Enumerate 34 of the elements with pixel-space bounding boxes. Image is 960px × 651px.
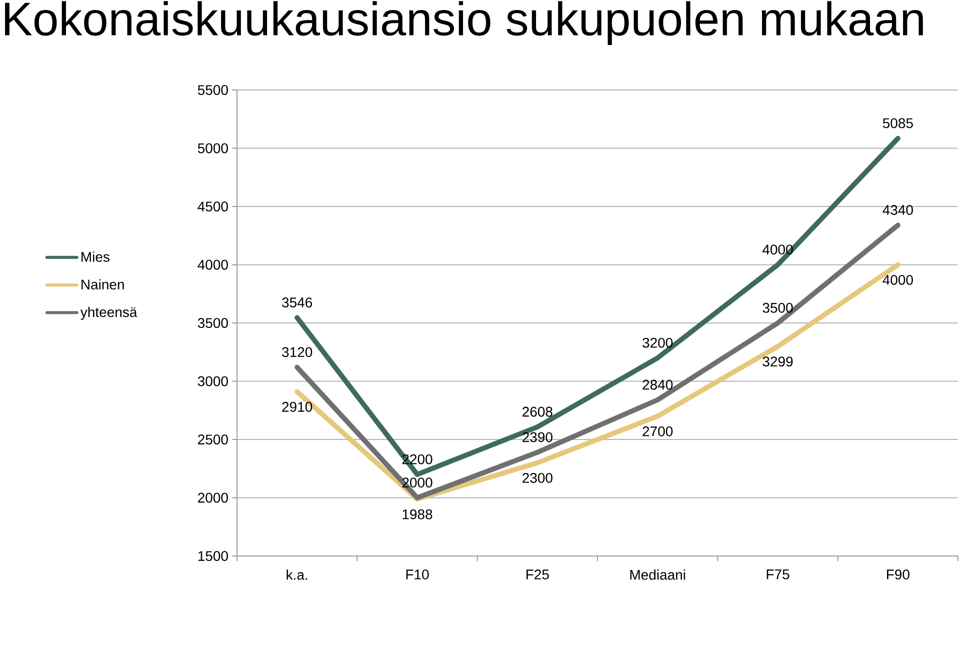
data-label: 3546: [282, 298, 312, 308]
x-tick-label: Mediaani: [630, 570, 686, 580]
x-tick-label: F10: [406, 570, 429, 580]
x-tick-label: F75: [766, 570, 790, 580]
data-label: 3120: [282, 347, 312, 358]
data-label: 3200: [642, 338, 673, 348]
data-label: 2910: [282, 402, 312, 412]
data-label: 2700: [642, 426, 673, 436]
data-label: 4340: [882, 205, 913, 215]
legend-label: Nainen: [82, 279, 124, 290]
y-tick-label: 1500: [198, 551, 228, 561]
x-tick-label: F25: [526, 570, 549, 580]
chart-title: Kokonaiskuukausiansio sukupuolen mukaan: [5, 1, 923, 45]
data-label: 5085: [882, 118, 913, 128]
data-label: 4000: [882, 274, 913, 285]
data-label: 2840: [642, 380, 673, 390]
x-tick-label: k.a.: [286, 570, 308, 580]
y-tick-label: 2000: [198, 492, 228, 503]
data-label: 3500: [762, 302, 793, 313]
y-tick-label: 4500: [198, 202, 228, 212]
y-tick-label: 3500: [198, 318, 228, 328]
y-tick-label: 3000: [198, 376, 228, 386]
data-label: 2300: [522, 472, 552, 483]
legend-label: yhteensä: [80, 306, 138, 320]
data-label: 1988: [402, 509, 432, 520]
legend-label: Mies: [82, 252, 110, 262]
y-tick-label: 5000: [198, 143, 228, 154]
y-tick-label: 4000: [198, 260, 228, 270]
x-tick-label: F90: [887, 570, 910, 580]
data-label: 2608: [522, 406, 552, 417]
data-label: 2390: [522, 432, 552, 442]
y-tick-label: 2500: [198, 434, 228, 444]
data-label: 3299: [762, 356, 793, 367]
y-tick-label: 5500: [198, 85, 228, 95]
